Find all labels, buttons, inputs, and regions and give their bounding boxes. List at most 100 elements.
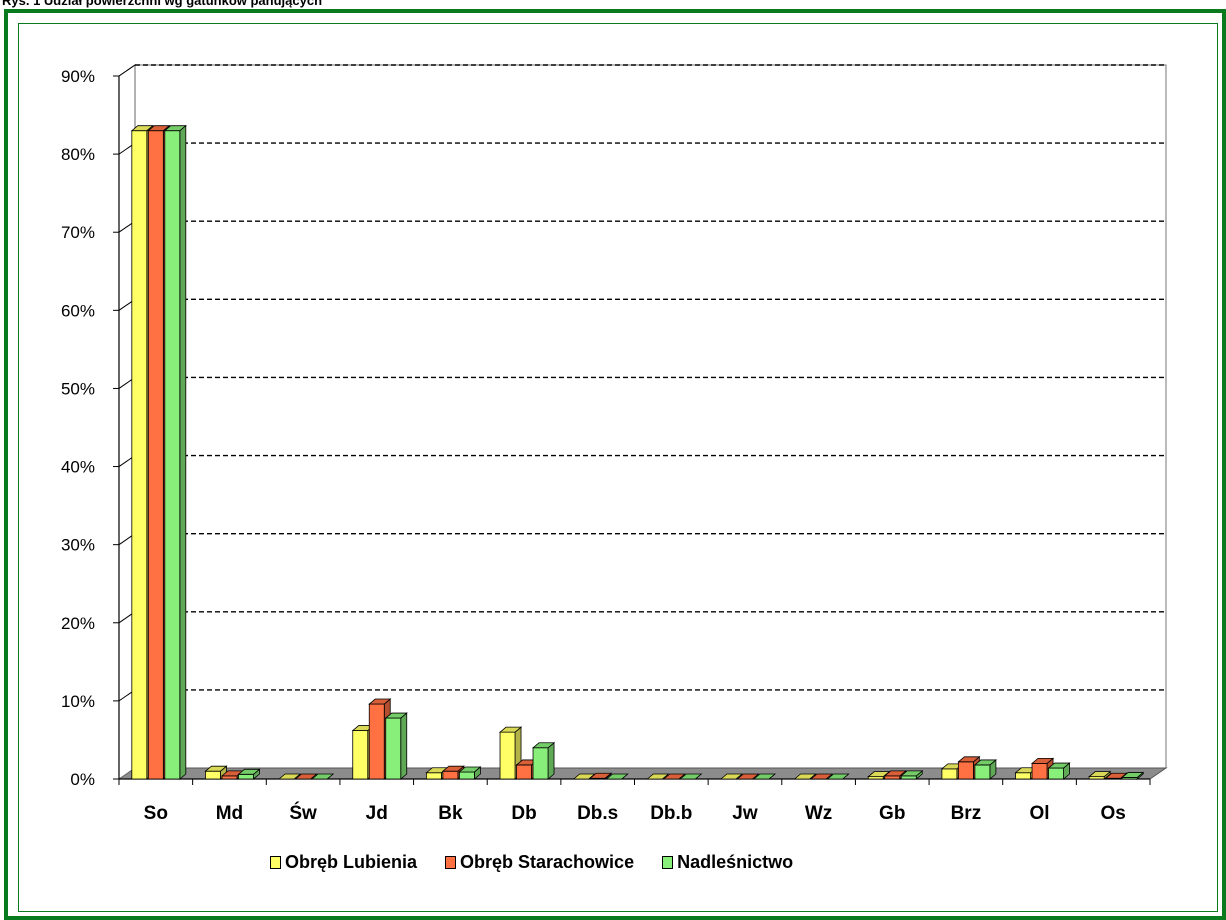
bar (679, 773, 703, 780)
bar-side (400, 712, 408, 780)
bar-top (1121, 772, 1145, 778)
y-tick-label: 0% (70, 770, 95, 789)
bar (1121, 771, 1145, 780)
bar (900, 770, 924, 780)
bar (294, 773, 318, 780)
bar (1088, 770, 1112, 780)
bar (1030, 757, 1055, 780)
bar-top (458, 766, 482, 773)
bar-front (164, 130, 181, 780)
x-category-label: Md (216, 803, 243, 824)
bar (1047, 762, 1071, 780)
bar (883, 770, 907, 780)
bar-front (1048, 767, 1064, 780)
chart-floor (117, 767, 1168, 780)
bar-top (973, 759, 997, 766)
bar-top (441, 765, 465, 772)
bar-front (458, 771, 475, 780)
bar-front (957, 761, 974, 780)
x-category-label: Bk (438, 803, 463, 824)
bar-front (352, 730, 369, 780)
y-tick-label: 40% (61, 458, 95, 477)
bar (826, 773, 850, 780)
bar (458, 766, 482, 780)
bar-front (385, 717, 402, 780)
y-tick-label: 60% (61, 301, 95, 320)
legend-swatch-lubienia (270, 855, 281, 869)
x-category-label: Ol (1030, 803, 1050, 824)
bar-front (516, 764, 532, 780)
bar-top (605, 773, 629, 780)
bar-top (736, 773, 760, 780)
bar-front (1015, 772, 1031, 780)
y-tick-label: 30% (61, 536, 95, 555)
bar (793, 773, 817, 780)
legend-label-lubienia: Obręb Lubienia (285, 851, 418, 872)
bar-front (238, 773, 254, 780)
chart-inner-frame (18, 23, 1218, 912)
y-tick-label: 10% (61, 692, 95, 711)
bar (278, 773, 302, 780)
chart-legend: Obręb Lubienia Obręb Starachowice Nadleś… (270, 851, 815, 873)
bar-front (941, 768, 958, 780)
bar-top (147, 125, 171, 132)
bar-side (547, 741, 555, 780)
bar (646, 773, 670, 780)
legend-item-lubienia: Obręb Lubienia (270, 852, 417, 873)
x-category-label: Wz (805, 803, 832, 824)
bar-top (294, 773, 318, 780)
bar-top (883, 770, 907, 777)
bar (810, 773, 834, 780)
bar-top (957, 756, 981, 763)
bar-top (130, 125, 154, 132)
bar (605, 773, 629, 780)
bar (384, 712, 408, 780)
y-tick-label: 90% (61, 67, 95, 86)
bar (719, 773, 744, 780)
x-category-label: Brz (951, 803, 982, 824)
legend-swatch-nadlesnictwo (662, 855, 674, 869)
bar-top (368, 698, 392, 705)
x-category-label: Jw (732, 803, 758, 824)
bar-front (884, 775, 901, 780)
bar-front (221, 775, 238, 780)
bar (662, 773, 686, 780)
gridline-diagonal (118, 64, 136, 77)
bar-top (204, 765, 228, 772)
bar-top (810, 773, 834, 780)
y-tick-label: 70% (61, 223, 95, 242)
x-category-label: So (144, 803, 168, 824)
bar-top (1088, 771, 1112, 778)
bar-front (499, 731, 516, 780)
x-category-label: Db.b (650, 803, 692, 824)
legend-swatch-starachowice (445, 855, 457, 869)
bar-front (368, 703, 385, 780)
bar-top (826, 773, 850, 780)
bar (311, 773, 335, 780)
legend-item-nadlesnictwo: Nadleśnictwo (662, 852, 793, 873)
bar-top (163, 125, 187, 132)
bar (204, 765, 228, 780)
bar-front (974, 764, 991, 780)
y-tick-label: 80% (61, 145, 95, 164)
bar-top (900, 770, 924, 777)
bar (589, 772, 613, 780)
bar-top (1047, 762, 1071, 769)
bar-top (311, 773, 335, 780)
x-category-label: Gb (879, 803, 905, 824)
bar-front (131, 130, 148, 780)
x-category-label: Jd (366, 803, 388, 824)
bar-top (1030, 757, 1055, 764)
bar-front (442, 770, 459, 780)
bar-top (752, 773, 777, 780)
bar-top (237, 768, 261, 775)
bar-top (793, 773, 817, 780)
legend-label-starachowice: Obręb Starachowice (460, 851, 635, 872)
x-category-label: Św (289, 802, 317, 824)
legend-item-starachowice: Obręb Starachowice (445, 852, 634, 873)
bar-top (278, 773, 302, 780)
x-category-label: Db (511, 803, 536, 824)
bar (736, 773, 760, 780)
bar-front (900, 775, 917, 780)
